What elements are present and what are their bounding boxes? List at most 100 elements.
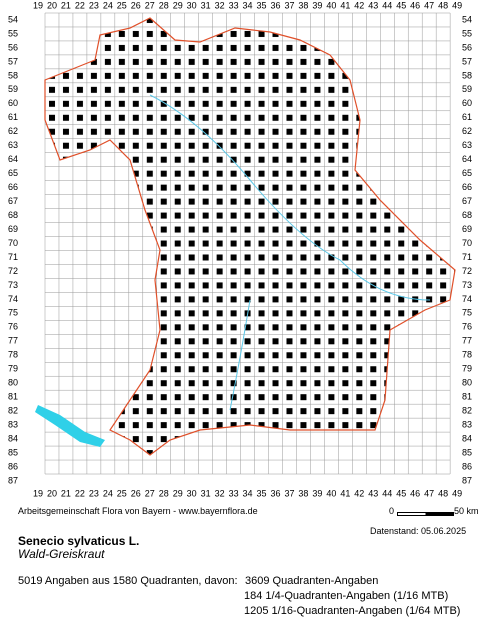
border [44, 17, 456, 456]
column-label: 38 [298, 488, 308, 498]
column-label: 31 [201, 488, 211, 498]
column-label: 44 [382, 0, 392, 10]
column-label: 28 [159, 0, 169, 10]
row-label: 76 [462, 322, 472, 332]
row-label: 87 [8, 475, 18, 485]
row-label: 80 [462, 378, 472, 388]
column-label: 24 [103, 0, 113, 10]
row-label: 68 [8, 210, 18, 220]
column-label: 48 [438, 488, 448, 498]
row-label: 56 [462, 42, 472, 52]
column-label: 21 [61, 0, 71, 10]
column-label: 44 [382, 488, 392, 498]
row-label: 59 [8, 84, 18, 94]
column-label: 41 [340, 488, 350, 498]
river [149, 94, 431, 301]
row-label: 56 [8, 42, 18, 52]
row-label: 74 [8, 294, 18, 304]
column-label: 32 [215, 0, 225, 10]
column-label: 26 [131, 488, 141, 498]
column-label: 40 [326, 488, 336, 498]
row-label: 79 [8, 364, 18, 374]
column-label: 30 [187, 488, 197, 498]
column-label: 40 [326, 0, 336, 10]
row-label: 69 [462, 224, 472, 234]
column-label: 33 [229, 488, 239, 498]
column-label: 37 [284, 488, 294, 498]
row-label: 71 [462, 252, 472, 262]
row-label: 78 [8, 350, 18, 360]
row-label: 87 [462, 475, 472, 485]
stats-line: 1205 1/16-Quadranten-Angaben (1/64 MTB) [244, 605, 461, 617]
column-label: 29 [173, 488, 183, 498]
row-label: 86 [8, 461, 18, 471]
column-label: 34 [243, 488, 253, 498]
row-label: 67 [8, 196, 18, 206]
column-label: 35 [257, 488, 267, 498]
row-label: 80 [8, 378, 18, 388]
row-label: 86 [462, 461, 472, 471]
column-label: 26 [131, 0, 141, 10]
date: Datenstand: 05.06.2025 [370, 526, 467, 536]
row-label: 70 [8, 238, 18, 248]
column-label: 37 [284, 0, 294, 10]
row-label: 70 [462, 238, 472, 248]
column-label: 49 [452, 0, 462, 10]
column-label: 49 [452, 488, 462, 498]
column-label: 45 [396, 488, 406, 498]
row-label: 61 [8, 112, 18, 122]
row-label: 64 [462, 154, 472, 164]
row-label: 83 [462, 420, 472, 430]
row-label: 76 [8, 322, 18, 332]
column-label: 39 [312, 0, 322, 10]
column-label: 47 [424, 0, 434, 10]
row-label: 84 [8, 433, 18, 443]
column-label: 31 [201, 0, 211, 10]
column-label: 23 [89, 0, 99, 10]
row-label: 57 [462, 56, 472, 66]
row-label: 54 [8, 14, 18, 24]
column-label: 42 [354, 488, 364, 498]
row-label: 78 [462, 350, 472, 360]
row-label: 82 [8, 406, 18, 416]
stats-line: 184 1/4-Quadranten-Angaben (1/16 MTB) [244, 590, 449, 602]
column-label: 43 [368, 488, 378, 498]
row-label: 77 [8, 336, 18, 346]
scale-end: 50 km [454, 506, 479, 516]
column-label: 34 [243, 0, 253, 10]
column-label: 46 [410, 0, 420, 10]
column-label: 48 [438, 0, 448, 10]
row-label: 65 [8, 168, 18, 178]
column-label: 20 [47, 0, 57, 10]
column-label: 42 [354, 0, 364, 10]
lake [35, 405, 105, 447]
column-label: 25 [117, 488, 127, 498]
column-label: 35 [257, 0, 267, 10]
row-label: 60 [462, 98, 472, 108]
column-label: 33 [229, 0, 239, 10]
row-label: 68 [462, 210, 472, 220]
row-label: 72 [8, 266, 18, 276]
row-label: 58 [8, 70, 18, 80]
scale-bar [397, 512, 454, 516]
row-label: 75 [8, 308, 18, 318]
row-label: 73 [8, 280, 18, 290]
column-label: 22 [75, 0, 85, 10]
row-label: 66 [8, 182, 18, 192]
column-label: 47 [424, 488, 434, 498]
row-label: 77 [462, 336, 472, 346]
row-label: 85 [462, 447, 472, 457]
species-name: Senecio sylvaticus L. [18, 534, 140, 548]
row-label: 59 [462, 84, 472, 94]
column-label: 19 [33, 0, 43, 10]
row-label: 81 [462, 392, 472, 402]
column-label: 30 [187, 0, 197, 10]
column-label: 36 [270, 488, 280, 498]
column-label: 46 [410, 488, 420, 498]
column-label: 29 [173, 0, 183, 10]
row-label: 83 [8, 420, 18, 430]
column-label: 24 [103, 488, 113, 498]
common-name: Wald-Greiskraut [18, 547, 105, 561]
row-label: 82 [462, 406, 472, 416]
